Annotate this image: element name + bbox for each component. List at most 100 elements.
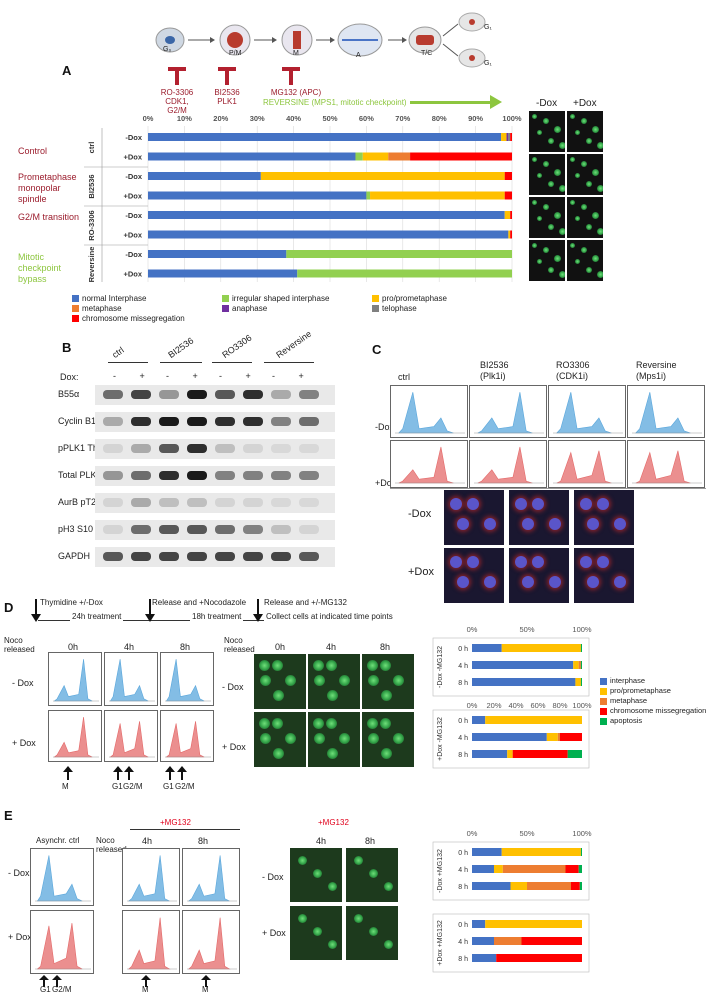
row-minus-dox: - Dox bbox=[262, 872, 284, 882]
bar-segment bbox=[148, 191, 367, 200]
row-minus-dox: - Dox bbox=[222, 682, 244, 692]
row-desc-checkpoint: Mitotic checkpoint bypass bbox=[18, 252, 62, 284]
histogram-curve bbox=[36, 923, 83, 970]
nucleus bbox=[354, 914, 363, 923]
down-arrow-icon bbox=[31, 599, 41, 622]
dox-sign: - bbox=[219, 371, 222, 381]
up-arrow-icon bbox=[39, 974, 49, 987]
stained-cell bbox=[515, 556, 527, 568]
nucleus bbox=[548, 267, 554, 273]
dox-sign: + bbox=[245, 371, 251, 381]
category-label: 4 h bbox=[458, 663, 468, 670]
legend-label: pro/prometaphase bbox=[382, 294, 447, 303]
stained-cell bbox=[522, 518, 534, 530]
nucleus bbox=[369, 869, 378, 878]
micrograph bbox=[529, 111, 565, 152]
bar-segment bbox=[504, 191, 512, 200]
row-dox-label: +Dox bbox=[123, 231, 142, 240]
inhibitor-ro3306: RO-3306 CDK1, G2/M bbox=[156, 88, 198, 115]
micrograph bbox=[308, 712, 360, 767]
bar-segment bbox=[472, 661, 574, 669]
x-tick-label: 40% bbox=[508, 701, 523, 710]
row-dox-label: -Dox bbox=[125, 133, 142, 142]
noco-released-label: Noco released bbox=[4, 636, 35, 654]
nucleus bbox=[570, 114, 575, 119]
stained-cell bbox=[515, 498, 527, 510]
bar-segment bbox=[472, 733, 547, 741]
dox-sign: - bbox=[113, 371, 116, 381]
histogram-curve bbox=[188, 917, 231, 970]
micrograph bbox=[567, 111, 603, 152]
band bbox=[215, 471, 235, 480]
bar-segment bbox=[578, 661, 581, 669]
band bbox=[187, 417, 207, 426]
band bbox=[187, 444, 207, 453]
nucleus bbox=[592, 212, 599, 219]
legend-swatch bbox=[600, 687, 607, 695]
nucleus bbox=[273, 748, 284, 759]
nucleus bbox=[570, 243, 575, 248]
nucleus bbox=[548, 138, 554, 144]
nucleus bbox=[559, 185, 565, 192]
band bbox=[187, 525, 207, 534]
if-image bbox=[444, 548, 504, 603]
legend-item: normal Interphase bbox=[72, 293, 146, 304]
mg132-bar bbox=[130, 829, 240, 830]
micrograph bbox=[290, 848, 342, 902]
bar-segment bbox=[501, 644, 581, 652]
up-arrow-icon bbox=[63, 766, 73, 780]
row-plus-dox: + Dox bbox=[12, 738, 36, 748]
histogram-curve bbox=[165, 659, 205, 702]
stained-cell bbox=[467, 498, 479, 510]
panel-e-stacked-bar-chart: 0% 50% 100% -Dox +MG132 0 h 4 h 8 h +Dox +MG132… bbox=[432, 829, 592, 973]
if-image bbox=[574, 548, 634, 603]
nucleus bbox=[285, 675, 296, 686]
nucleus bbox=[575, 259, 580, 264]
facs-row-plus-dox: +Dox bbox=[375, 478, 397, 488]
blot-strip bbox=[95, 547, 335, 567]
bar-segment bbox=[504, 172, 512, 180]
noco-released-label: Noco released bbox=[224, 636, 255, 654]
legend-label: chromosome missegregation bbox=[82, 314, 185, 323]
category-label: 4 h bbox=[458, 939, 468, 946]
time-8h: 8h bbox=[198, 836, 209, 846]
phase-arrow-label: G1 bbox=[163, 782, 174, 791]
phase-arrow-label: G2/M bbox=[175, 782, 195, 791]
category-label: 8 h bbox=[458, 956, 468, 963]
panel-d-legend: interphase pro/prometaphase metaphase chrom… bbox=[600, 676, 713, 726]
up-arrow-icon bbox=[124, 766, 134, 780]
legend-label: interphase bbox=[610, 676, 646, 685]
bar-segment bbox=[297, 269, 512, 278]
panel-letter: B bbox=[62, 340, 72, 355]
bar-segment bbox=[148, 152, 356, 161]
legend-label: telophase bbox=[382, 304, 417, 313]
inhibitor-name: MG132 (APC) bbox=[270, 88, 322, 97]
band bbox=[271, 417, 291, 426]
bar-segment bbox=[510, 211, 512, 219]
facs-histogram bbox=[104, 710, 158, 762]
bar-segment bbox=[580, 644, 582, 652]
band bbox=[271, 525, 291, 534]
band bbox=[243, 552, 263, 561]
nucleus bbox=[559, 271, 565, 278]
histogram-curve bbox=[109, 659, 149, 702]
nucleus bbox=[380, 660, 391, 671]
x-tick-label: 80% bbox=[432, 114, 447, 123]
phase-arrow-label: M bbox=[62, 782, 69, 791]
nucleus bbox=[586, 138, 592, 144]
bar-segment bbox=[472, 644, 502, 652]
micrograph bbox=[362, 712, 414, 767]
protein-label: Total PLK1 bbox=[58, 470, 102, 480]
panel-letter: C bbox=[372, 342, 382, 357]
nucleus bbox=[532, 157, 537, 162]
legend-label: apoptosis bbox=[610, 716, 643, 725]
band bbox=[131, 444, 151, 453]
nucleus bbox=[597, 185, 603, 192]
time-4h: 4h bbox=[124, 642, 135, 652]
blot-strip bbox=[95, 466, 335, 486]
nucleus bbox=[380, 718, 391, 729]
bar-segment bbox=[472, 678, 576, 686]
nucleus bbox=[259, 718, 270, 729]
band bbox=[103, 390, 123, 399]
dox-label: Dox: bbox=[60, 372, 79, 382]
